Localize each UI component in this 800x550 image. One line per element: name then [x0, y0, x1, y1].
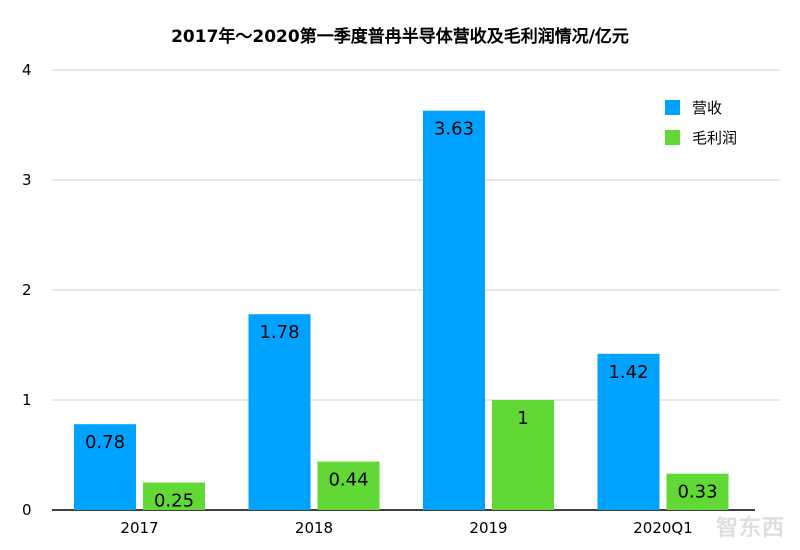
y-tick-label: 4 [22, 61, 32, 79]
bar-revenue [248, 314, 311, 510]
data-label: 0.78 [85, 432, 125, 453]
y-tick-label: 3 [22, 171, 32, 189]
bar-revenue [597, 353, 660, 510]
bar-gross-profit [492, 400, 554, 510]
y-tick-label: 1 [22, 391, 32, 409]
data-label: 0.44 [328, 470, 368, 491]
x-tick-label: 2018 [295, 519, 333, 537]
data-label: 1.42 [608, 362, 648, 383]
x-tick-label: 2017 [120, 519, 158, 537]
bar-gross-profit [666, 473, 729, 510]
x-tick-label: 2020Q1 [633, 519, 693, 537]
bar-gross-profit [143, 482, 205, 510]
data-label: 3.63 [434, 119, 474, 140]
legend-label: 营收 [692, 99, 722, 117]
data-label: 0.33 [677, 482, 717, 503]
legend-swatch [665, 130, 680, 145]
data-label: 1.78 [259, 322, 299, 343]
bar-gross-profit [317, 461, 380, 510]
data-label: 0.25 [154, 491, 194, 512]
bar-revenue [74, 424, 136, 510]
chart-title: 2017年～2020第一季度普冉半导体营收及毛利润情况/亿元 [171, 27, 629, 47]
legend-swatch [665, 100, 680, 115]
legend-label: 毛利润 [692, 129, 737, 147]
bar-revenue [423, 110, 485, 510]
y-tick-label: 0 [22, 501, 32, 519]
watermark-logo: 智东西 [716, 516, 786, 541]
y-tick-label: 2 [22, 281, 32, 299]
data-label: 1 [517, 408, 528, 429]
x-tick-label: 2019 [469, 519, 507, 537]
